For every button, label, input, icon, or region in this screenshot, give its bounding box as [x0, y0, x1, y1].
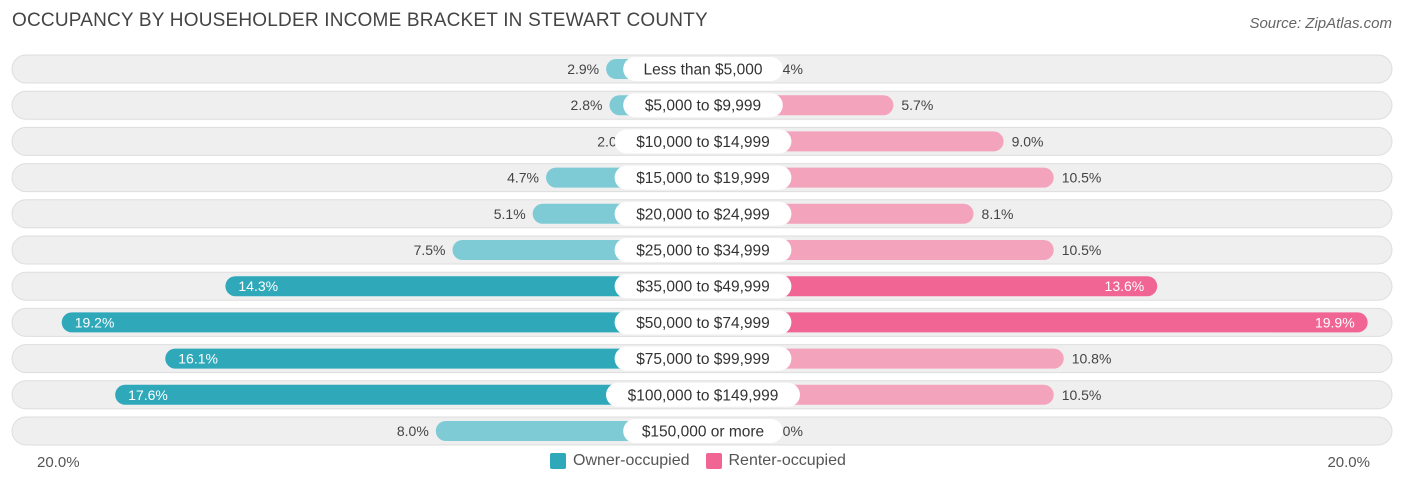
- legend-item-renter[interactable]: Renter-occupied: [705, 452, 846, 470]
- category-label-pill: [606, 382, 800, 407]
- renter-value-label: 5.7%: [901, 97, 933, 113]
- legend-label-owner: Owner-occupied: [573, 452, 690, 469]
- category-label: $100,000 to $149,999: [628, 387, 779, 404]
- category-label: $75,000 to $99,999: [636, 351, 770, 368]
- owner-value-label: 2.8%: [571, 97, 603, 113]
- owner-value-label: 8.0%: [397, 423, 429, 439]
- legend-swatch-owner: [550, 453, 566, 469]
- category-label-pill: [614, 238, 792, 262]
- owner-value-label: 4.7%: [507, 170, 539, 186]
- renter-value-label: 10.8%: [1072, 351, 1112, 367]
- renter-value-label: 13.6%: [1105, 278, 1145, 294]
- category-label: $5,000 to $9,999: [645, 98, 761, 115]
- legend-label-renter: Renter-occupied: [728, 452, 846, 469]
- category-label-pill: [614, 346, 792, 371]
- owner-value-label: 7.5%: [414, 242, 446, 258]
- renter-value-label: 10.5%: [1062, 170, 1102, 186]
- category-label-pill: [623, 57, 783, 81]
- category-label-pill: [614, 310, 792, 335]
- owner-value-label: 19.2%: [75, 314, 115, 330]
- owner-value-label: 14.3%: [238, 278, 278, 294]
- legend-item-owner[interactable]: Owner-occupied: [550, 452, 690, 470]
- category-label: $150,000 or more: [642, 424, 764, 441]
- renter-bar: [703, 167, 1054, 188]
- owner-value-label: 16.1%: [178, 351, 218, 367]
- category-label: $10,000 to $14,999: [636, 134, 770, 151]
- category-label: $35,000 to $49,999: [636, 279, 770, 296]
- renter-value-label: 19.9%: [1315, 314, 1355, 330]
- owner-value-label: 5.1%: [494, 206, 526, 222]
- axis-label-left: 20.0%: [37, 454, 80, 471]
- renter-bar: [703, 348, 1064, 369]
- category-label: $15,000 to $19,999: [636, 170, 770, 187]
- legend: Owner-occupied Renter-occupied: [550, 452, 862, 470]
- renter-bar: [703, 240, 1054, 260]
- renter-value-label: 10.5%: [1062, 387, 1102, 403]
- owner-bar: [225, 276, 703, 297]
- chart-title: OCCUPANCY BY HOUSEHOLDER INCOME BRACKET …: [12, 10, 708, 31]
- renter-bar: [703, 276, 1158, 297]
- renter-bar: [703, 312, 1368, 333]
- owner-bar: [165, 348, 703, 369]
- category-label: $20,000 to $24,999: [636, 206, 770, 223]
- owner-value-label: 2.9%: [567, 61, 599, 77]
- category-label-pill: [623, 93, 783, 118]
- category-label-pill: [623, 419, 783, 443]
- category-label-pill: [614, 201, 792, 226]
- category-label: $25,000 to $34,999: [636, 243, 770, 260]
- axis-label-right: 20.0%: [1327, 454, 1370, 471]
- renter-value-label: 9.0%: [1012, 133, 1044, 149]
- source-credit: Source: ZipAtlas.com: [1249, 15, 1392, 32]
- legend-swatch-renter: [705, 453, 722, 469]
- renter-value-label: 8.1%: [982, 206, 1014, 222]
- category-label-pill: [614, 165, 792, 190]
- category-label: Less than $5,000: [644, 62, 763, 79]
- owner-bar: [61, 312, 704, 333]
- category-label: $50,000 to $74,999: [636, 315, 770, 332]
- owner-value-label: 17.6%: [128, 387, 168, 403]
- category-label-pill: [614, 129, 792, 154]
- owner-bar: [115, 384, 703, 405]
- category-label-pill: [614, 274, 792, 299]
- renter-value-label: 10.5%: [1062, 242, 1102, 258]
